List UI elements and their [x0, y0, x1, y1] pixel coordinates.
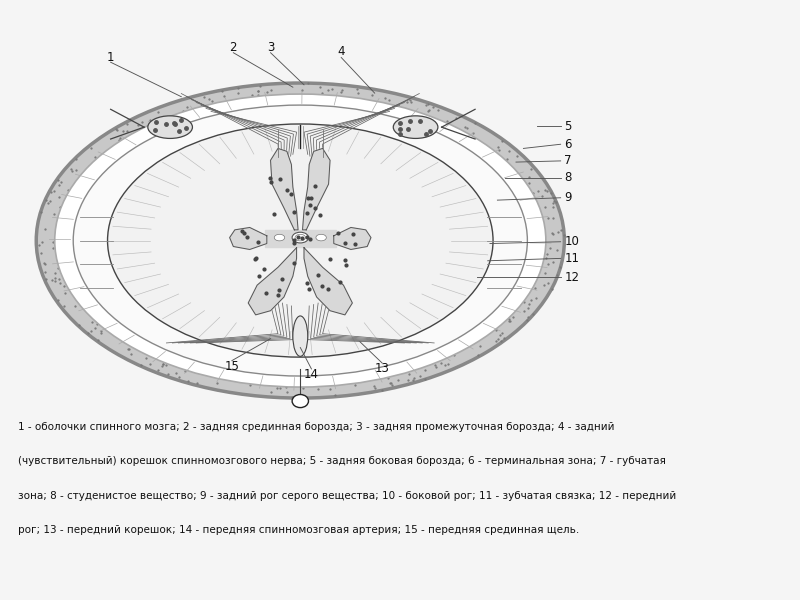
Ellipse shape — [74, 105, 527, 376]
Text: 15: 15 — [225, 360, 239, 373]
Text: 3: 3 — [267, 41, 274, 54]
Ellipse shape — [316, 235, 326, 241]
Text: 12: 12 — [564, 271, 579, 284]
Ellipse shape — [54, 94, 546, 387]
Text: 5: 5 — [564, 120, 572, 133]
Polygon shape — [265, 230, 336, 247]
Text: 11: 11 — [564, 252, 579, 265]
Polygon shape — [334, 227, 371, 250]
Ellipse shape — [292, 395, 309, 407]
Text: 4: 4 — [338, 45, 345, 58]
Polygon shape — [230, 227, 267, 250]
Text: 1 - оболочки спинного мозга; 2 - задняя срединная борозда; 3 - задняя промежуточ: 1 - оболочки спинного мозга; 2 - задняя … — [18, 422, 614, 432]
Polygon shape — [248, 248, 297, 315]
Ellipse shape — [293, 316, 308, 356]
Polygon shape — [302, 148, 330, 230]
Text: 10: 10 — [564, 235, 579, 248]
Ellipse shape — [36, 83, 564, 398]
Polygon shape — [270, 148, 298, 230]
Text: 1: 1 — [107, 51, 114, 64]
Text: 6: 6 — [564, 138, 572, 151]
Text: зона; 8 - студенистое вещество; 9 - задний рог серого вещества; 10 - боковой рог: зона; 8 - студенистое вещество; 9 - задн… — [18, 491, 676, 501]
Text: 14: 14 — [304, 368, 319, 381]
Text: 7: 7 — [564, 154, 572, 167]
Polygon shape — [304, 248, 352, 315]
Text: (чувствительный) корешок спинномозгового нерва; 5 - задняя боковая борозда; 6 - : (чувствительный) корешок спинномозгового… — [18, 457, 666, 466]
Ellipse shape — [394, 116, 438, 139]
Text: 13: 13 — [374, 362, 390, 375]
Ellipse shape — [292, 232, 309, 243]
Text: рог; 13 - передний корешок; 14 - передняя спинномозговая артерия; 15 - передняя : рог; 13 - передний корешок; 14 - передня… — [18, 525, 579, 535]
Text: 2: 2 — [230, 41, 237, 54]
Ellipse shape — [148, 116, 193, 139]
Text: 8: 8 — [564, 171, 572, 184]
Ellipse shape — [295, 235, 306, 241]
Text: 9: 9 — [564, 191, 572, 204]
Ellipse shape — [107, 124, 493, 357]
Ellipse shape — [274, 235, 285, 241]
